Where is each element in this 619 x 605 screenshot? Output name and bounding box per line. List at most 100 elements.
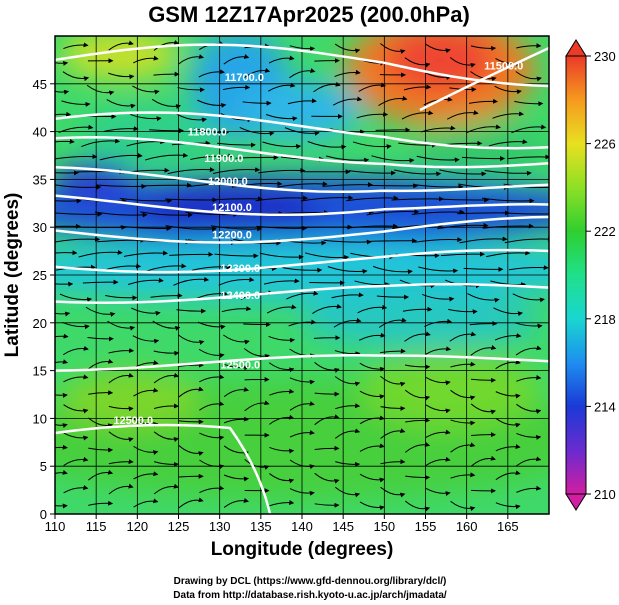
map-area: 11700.0 11800.0 11900.0 12000.0 12100.0 12200… [55, 36, 549, 514]
streamline [322, 182, 373, 188]
streamline [331, 292, 364, 299]
streamline [63, 456, 89, 466]
streamline [268, 335, 296, 343]
x-tick-label: 160 [456, 519, 478, 534]
streamline [437, 222, 489, 230]
streamline [402, 306, 433, 312]
streamline [514, 100, 544, 107]
streamline [199, 485, 225, 493]
x-tick-label: 110 [45, 519, 66, 534]
streamline [178, 497, 204, 509]
streamline [198, 69, 225, 78]
streamline [380, 405, 406, 411]
streamline [153, 431, 179, 442]
chart-title: GSM 12Z17Apr2025 (200.0hPa) [148, 2, 470, 27]
streamline [448, 308, 478, 315]
streamline [55, 111, 72, 117]
x-axis-title: Longitude (degrees) [211, 539, 394, 560]
streamline [210, 196, 263, 202]
streamline [212, 167, 261, 175]
streamline [421, 293, 455, 302]
streamline [516, 456, 542, 467]
streamline [516, 375, 542, 382]
streamline [450, 419, 476, 426]
streamline [255, 195, 309, 202]
height-contour-line [55, 248, 549, 274]
streamline [265, 114, 298, 122]
streamline [502, 212, 549, 215]
streamline [63, 374, 89, 383]
streamline [450, 500, 476, 512]
streamline [199, 401, 225, 411]
y-tick-label: 35 [33, 172, 47, 187]
streamline [300, 195, 354, 202]
streamline [199, 374, 225, 383]
y-tick-label: 30 [33, 220, 47, 235]
streamline [59, 293, 93, 303]
streamline [214, 253, 259, 259]
streamline [223, 386, 249, 398]
streamline [88, 390, 114, 396]
contour-label: 12100.0 [212, 202, 252, 214]
height-contours [55, 43, 549, 514]
streamline [269, 388, 295, 396]
streamline [97, 237, 146, 243]
streamline [221, 306, 252, 313]
streamline [63, 404, 89, 414]
streamline [55, 236, 101, 243]
streamline [425, 456, 451, 466]
streamline [55, 89, 70, 95]
streamline [153, 40, 180, 51]
streamline [404, 331, 431, 342]
streamline [508, 265, 549, 271]
streamline [176, 308, 207, 314]
x-tick-label: 150 [373, 519, 395, 534]
streamline [504, 236, 549, 244]
streamline [304, 252, 350, 260]
streamline [62, 345, 89, 356]
streamline [108, 72, 135, 80]
streamline [307, 141, 347, 150]
contour-label: 12400.0 [220, 290, 260, 302]
streamline [366, 209, 420, 216]
streamline [55, 170, 80, 176]
streamline [515, 71, 542, 82]
streamline [378, 95, 408, 107]
streamline [335, 461, 361, 467]
colorbar-tick-label: 230 [594, 49, 616, 64]
streamline [471, 488, 496, 494]
colorbar-tick-label: 218 [594, 312, 616, 327]
streamline [132, 85, 160, 95]
streamline [471, 432, 496, 438]
streamline [177, 334, 205, 345]
streamline [242, 100, 272, 106]
height-contour-line [55, 166, 549, 194]
streamline [88, 500, 114, 506]
x-tick-label: 115 [86, 519, 107, 534]
streamline [371, 155, 415, 163]
streamline [133, 471, 159, 480]
streamline [191, 264, 232, 271]
contour-label: 11500.0 [484, 60, 523, 72]
height-contour-line [419, 46, 549, 112]
streamline [469, 321, 498, 327]
streamline [266, 304, 297, 314]
streamline [424, 72, 452, 80]
wind-streamlines [55, 40, 549, 512]
streamline [133, 387, 159, 397]
streamline [450, 442, 476, 453]
streamline [346, 223, 398, 229]
streamline [404, 389, 431, 401]
streamline [334, 43, 361, 54]
streamline [235, 154, 279, 160]
x-tick-label: 155 [415, 519, 437, 534]
contour-label: 12500.0 [220, 360, 260, 372]
streamline [178, 445, 204, 457]
streamline [404, 57, 431, 68]
streamline [86, 84, 115, 96]
streamline [411, 209, 465, 215]
streamline [439, 169, 487, 177]
streamline [263, 278, 300, 285]
colorbar-bottom-arrow [565, 493, 587, 511]
